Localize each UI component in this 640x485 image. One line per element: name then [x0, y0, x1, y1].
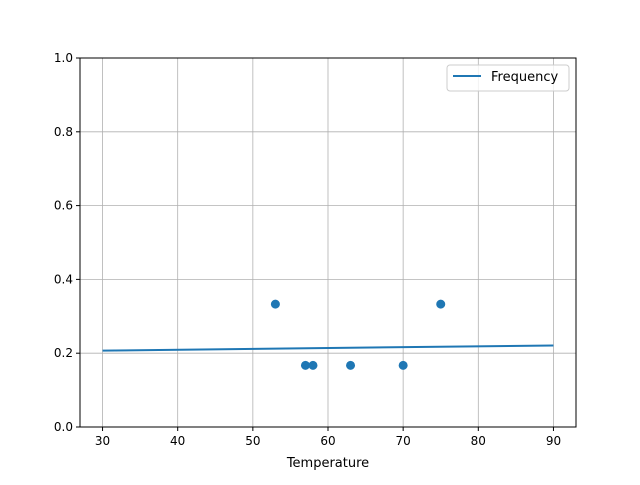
scatter-point [398, 360, 408, 370]
legend-label: Frequency [491, 70, 558, 85]
scatter-points [270, 299, 446, 370]
legend: Frequency [446, 64, 570, 92]
ticks: 30 40 50 60 70 80 90 0.0 0.2 0.4 0.6 0.8 1.0 [54, 51, 561, 448]
y-tick-label: 0.6 [54, 199, 73, 213]
x-tick-label: 40 [170, 434, 185, 448]
scatter-point [346, 360, 356, 370]
frequency-line [102, 344, 554, 352]
scatter-point [436, 299, 446, 309]
x-tick-label: 70 [396, 434, 411, 448]
y-tick-label: 0.0 [54, 420, 73, 434]
x-tick-label: 90 [546, 434, 561, 448]
x-axis-label: Temperature [286, 456, 369, 471]
scatter-point [300, 360, 310, 370]
y-tick-label: 0.2 [54, 346, 73, 360]
y-tick-label: 0.8 [54, 125, 73, 139]
x-tick-label: 60 [320, 434, 335, 448]
x-tick-label: 80 [471, 434, 486, 448]
y-tick-label: 1.0 [54, 51, 73, 65]
y-tick-label: 0.4 [54, 272, 73, 286]
legend-box [446, 64, 570, 92]
scatter-point [270, 299, 280, 309]
line-series [102, 344, 554, 352]
x-tick-label: 30 [95, 434, 110, 448]
x-tick-label: 50 [245, 434, 260, 448]
scatter-point [308, 360, 318, 370]
